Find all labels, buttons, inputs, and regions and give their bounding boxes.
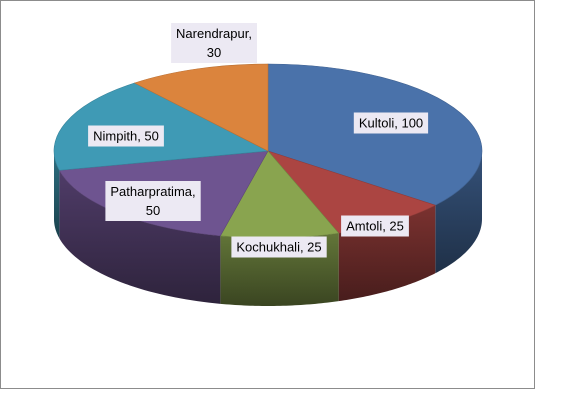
pie-chart: Kultoli, 100 Amtoli, 25 Kochukhali, 25 Path… — [53, 23, 483, 306]
data-label-box — [105, 181, 201, 221]
pie-slice-narendrapur — [133, 63, 269, 152]
data-label-text: Kochukhali, 25 — [236, 240, 321, 255]
data-label-box — [171, 23, 257, 63]
data-label-text: Narendrapur, — [176, 26, 252, 41]
pie-side-nimpith — [54, 151, 60, 239]
chart-area: Kultoli, 100 Amtoli, 25 Kochukhali, 25 Path… — [0, 0, 535, 389]
data-label-nimpith: Nimpith, 50 — [88, 125, 164, 147]
data-label-text: Amtoli, 25 — [346, 219, 404, 234]
data-label-text: Kultoli, 100 — [359, 116, 423, 131]
pie-sides — [54, 151, 482, 306]
data-label-text: Nimpith, 50 — [93, 129, 159, 144]
data-label-text: Patharpratima, — [110, 184, 195, 199]
pie-slice-kultoli — [267, 63, 483, 206]
data-label-kochukhali: Kochukhali, 25 — [231, 236, 327, 258]
data-label-box — [88, 125, 164, 147]
data-label-amtoli: Amtoli, 25 — [341, 215, 409, 237]
pie-side-kultoli — [435, 151, 482, 274]
data-label-narendrapur: Narendrapur, 30 — [171, 23, 257, 63]
data-label-kultoli: Kultoli, 100 — [353, 112, 429, 134]
pie-labels: Kultoli, 100 Amtoli, 25 Kochukhali, 25 Path… — [88, 23, 429, 258]
pie-side-patharpratima — [59, 170, 221, 304]
data-label-box — [231, 236, 327, 258]
data-label-box — [353, 112, 429, 134]
data-label-text: 30 — [207, 45, 221, 60]
data-label-box — [341, 215, 409, 237]
data-label-patharpratima: Patharpratima, 50 — [105, 181, 201, 221]
data-label-text: 50 — [146, 203, 160, 218]
